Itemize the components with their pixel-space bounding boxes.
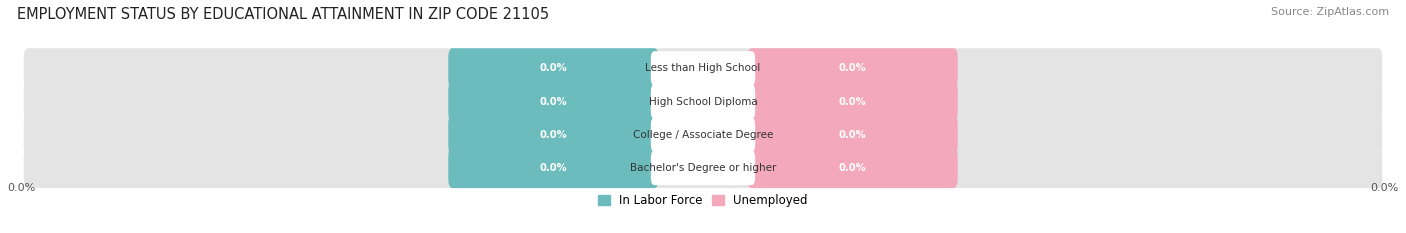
FancyBboxPatch shape: [449, 148, 658, 188]
FancyBboxPatch shape: [651, 84, 755, 119]
FancyBboxPatch shape: [449, 48, 658, 89]
FancyBboxPatch shape: [748, 114, 957, 155]
FancyBboxPatch shape: [748, 48, 957, 89]
Text: 0.0%: 0.0%: [839, 63, 866, 73]
Legend: In Labor Force, Unemployed: In Labor Force, Unemployed: [593, 190, 813, 212]
Text: High School Diploma: High School Diploma: [648, 97, 758, 106]
Text: 0.0%: 0.0%: [1371, 183, 1399, 193]
FancyBboxPatch shape: [651, 151, 755, 185]
Text: 0.0%: 0.0%: [839, 130, 866, 140]
Text: 0.0%: 0.0%: [7, 183, 35, 193]
FancyBboxPatch shape: [24, 148, 1382, 188]
FancyBboxPatch shape: [24, 48, 1382, 89]
FancyBboxPatch shape: [651, 117, 755, 152]
Text: Source: ZipAtlas.com: Source: ZipAtlas.com: [1271, 7, 1389, 17]
Text: 0.0%: 0.0%: [540, 130, 567, 140]
FancyBboxPatch shape: [748, 81, 957, 122]
Text: 0.0%: 0.0%: [540, 97, 567, 106]
Text: 0.0%: 0.0%: [540, 63, 567, 73]
Text: 0.0%: 0.0%: [540, 163, 567, 173]
FancyBboxPatch shape: [24, 81, 1382, 122]
Text: 0.0%: 0.0%: [839, 97, 866, 106]
FancyBboxPatch shape: [449, 114, 658, 155]
Text: 0.0%: 0.0%: [839, 163, 866, 173]
FancyBboxPatch shape: [449, 81, 658, 122]
Text: College / Associate Degree: College / Associate Degree: [633, 130, 773, 140]
FancyBboxPatch shape: [651, 51, 755, 86]
Text: Bachelor's Degree or higher: Bachelor's Degree or higher: [630, 163, 776, 173]
FancyBboxPatch shape: [24, 114, 1382, 155]
Text: EMPLOYMENT STATUS BY EDUCATIONAL ATTAINMENT IN ZIP CODE 21105: EMPLOYMENT STATUS BY EDUCATIONAL ATTAINM…: [17, 7, 548, 22]
FancyBboxPatch shape: [748, 148, 957, 188]
Text: Less than High School: Less than High School: [645, 63, 761, 73]
